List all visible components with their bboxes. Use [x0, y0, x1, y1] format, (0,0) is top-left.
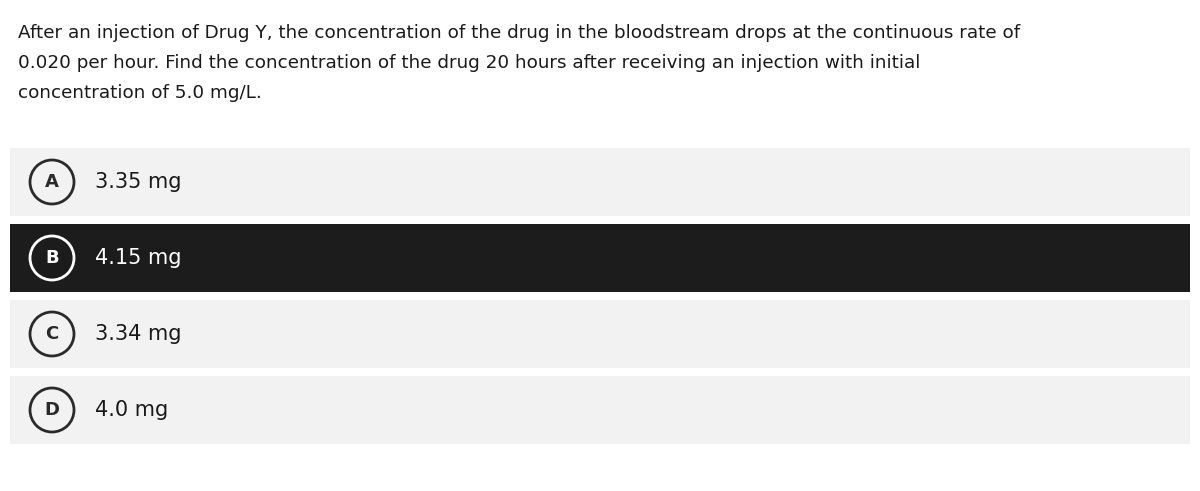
Text: 4.15 mg: 4.15 mg — [95, 248, 181, 268]
Text: 0.020 per hour. Find the concentration of the drug 20 hours after receiving an i: 0.020 per hour. Find the concentration o… — [18, 54, 920, 72]
Text: 4.0 mg: 4.0 mg — [95, 400, 168, 420]
Text: C: C — [46, 325, 59, 343]
FancyBboxPatch shape — [10, 300, 1190, 368]
Text: 3.34 mg: 3.34 mg — [95, 324, 181, 344]
Text: D: D — [44, 401, 60, 419]
Ellipse shape — [30, 236, 74, 280]
Ellipse shape — [30, 160, 74, 204]
Ellipse shape — [30, 388, 74, 432]
Ellipse shape — [30, 312, 74, 356]
Text: concentration of 5.0 mg/L.: concentration of 5.0 mg/L. — [18, 84, 262, 102]
Text: B: B — [46, 249, 59, 267]
Text: After an injection of Drug Y, the concentration of the drug in the bloodstream d: After an injection of Drug Y, the concen… — [18, 24, 1020, 42]
Text: 3.35 mg: 3.35 mg — [95, 172, 181, 192]
Text: A: A — [46, 173, 59, 191]
FancyBboxPatch shape — [10, 148, 1190, 216]
FancyBboxPatch shape — [10, 376, 1190, 444]
FancyBboxPatch shape — [10, 224, 1190, 292]
